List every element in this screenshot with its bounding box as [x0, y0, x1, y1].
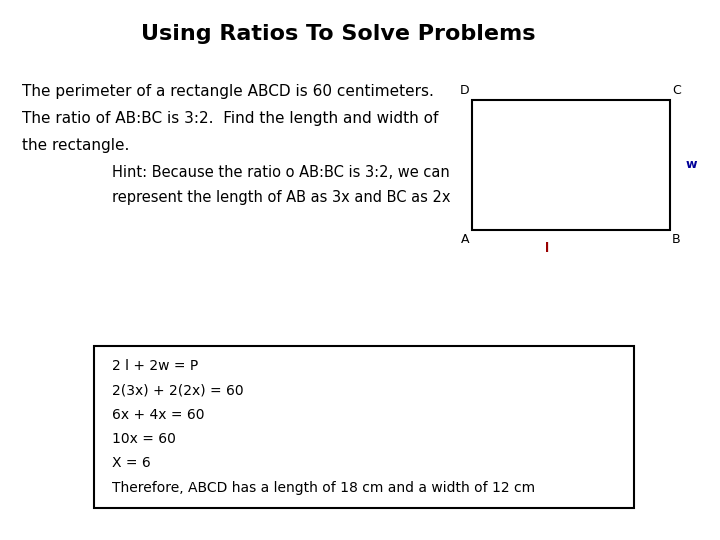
Text: D: D: [459, 84, 469, 97]
Text: l: l: [545, 242, 549, 255]
Text: Using Ratios To Solve Problems: Using Ratios To Solve Problems: [141, 24, 536, 44]
Bar: [94, 346, 634, 508]
Text: Therefore, ABCD has a length of 18 cm and a width of 12 cm: Therefore, ABCD has a length of 18 cm an…: [112, 481, 535, 495]
Text: the rectangle.: the rectangle.: [22, 138, 129, 153]
Text: X = 6: X = 6: [112, 456, 150, 470]
Text: C: C: [672, 84, 681, 97]
Text: B: B: [672, 233, 681, 246]
Text: The perimeter of a rectangle ABCD is 60 centimeters.: The perimeter of a rectangle ABCD is 60 …: [22, 84, 433, 99]
Text: 2(3x) + 2(2x) = 60: 2(3x) + 2(2x) = 60: [112, 383, 243, 397]
Text: Hint: Because the ratio o AB:BC is 3:2, we can: Hint: Because the ratio o AB:BC is 3:2, …: [112, 165, 449, 180]
Bar: [472, 100, 670, 230]
Text: The ratio of AB:BC is 3:2.  Find the length and width of: The ratio of AB:BC is 3:2. Find the leng…: [22, 111, 438, 126]
Text: w: w: [685, 158, 697, 171]
Text: 2 l + 2w = P: 2 l + 2w = P: [112, 359, 198, 373]
Text: A: A: [461, 233, 469, 246]
Text: 10x = 60: 10x = 60: [112, 432, 176, 446]
Text: represent the length of AB as 3x and BC as 2x: represent the length of AB as 3x and BC …: [112, 190, 450, 205]
Text: 6x + 4x = 60: 6x + 4x = 60: [112, 408, 204, 422]
